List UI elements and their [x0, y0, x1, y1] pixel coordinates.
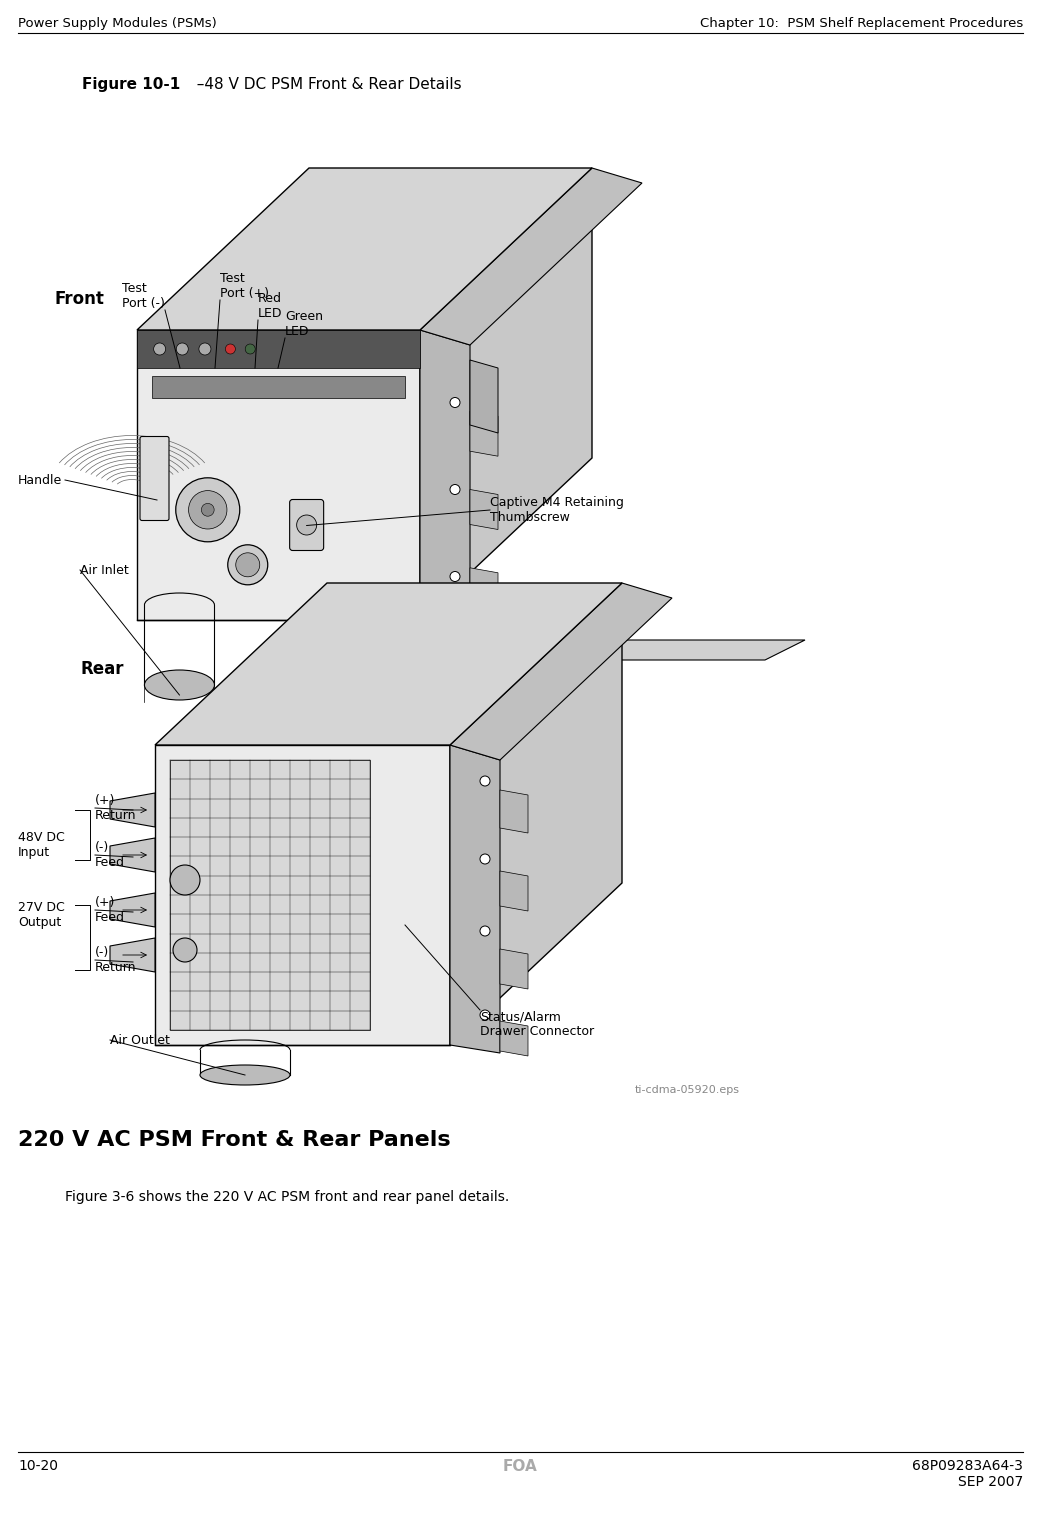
Circle shape — [188, 490, 227, 528]
Text: (+)
Return: (+) Return — [95, 794, 136, 822]
Circle shape — [235, 553, 260, 577]
Text: Air Outlet: Air Outlet — [110, 1034, 170, 1046]
Polygon shape — [450, 583, 672, 760]
Ellipse shape — [145, 670, 214, 699]
Text: 220 V AC PSM Front & Rear Panels: 220 V AC PSM Front & Rear Panels — [18, 1130, 451, 1150]
Text: FOA: FOA — [503, 1458, 537, 1474]
Polygon shape — [155, 583, 623, 745]
Polygon shape — [110, 893, 155, 927]
Ellipse shape — [200, 1064, 290, 1086]
Bar — [152, 376, 405, 399]
Circle shape — [480, 925, 490, 936]
Circle shape — [450, 571, 460, 582]
Polygon shape — [110, 793, 155, 828]
Polygon shape — [420, 168, 592, 620]
Polygon shape — [469, 490, 498, 530]
Text: Power Supply Modules (PSMs): Power Supply Modules (PSMs) — [18, 17, 217, 31]
Text: Chapter 10:  PSM Shelf Replacement Procedures: Chapter 10: PSM Shelf Replacement Proced… — [700, 17, 1023, 31]
Polygon shape — [305, 640, 805, 660]
Circle shape — [480, 1009, 490, 1020]
Polygon shape — [450, 583, 623, 1044]
Polygon shape — [137, 330, 420, 620]
Bar — [137, 330, 420, 368]
Text: Figure 10-1: Figure 10-1 — [82, 76, 180, 92]
Polygon shape — [110, 938, 155, 973]
Text: Status/Alarm
Drawer Connector: Status/Alarm Drawer Connector — [480, 1009, 594, 1038]
Text: Front: Front — [55, 290, 105, 308]
Polygon shape — [469, 411, 498, 457]
Text: 10-20: 10-20 — [18, 1458, 58, 1474]
Text: Green
LED: Green LED — [285, 310, 323, 337]
Circle shape — [176, 478, 239, 542]
Polygon shape — [500, 789, 528, 834]
Polygon shape — [420, 330, 469, 628]
Polygon shape — [500, 870, 528, 912]
Text: 27V DC
Output: 27V DC Output — [18, 901, 65, 928]
Circle shape — [173, 938, 197, 962]
Text: ti-cdma-05920.eps: ti-cdma-05920.eps — [635, 1086, 740, 1095]
Polygon shape — [420, 168, 642, 345]
Text: Air Inlet: Air Inlet — [80, 563, 129, 577]
Text: Figure 3-6 shows the 220 V AC PSM front and rear panel details.: Figure 3-6 shows the 220 V AC PSM front … — [65, 1190, 509, 1203]
Circle shape — [297, 515, 316, 534]
Circle shape — [228, 545, 268, 585]
Polygon shape — [500, 1022, 528, 1057]
Circle shape — [199, 344, 211, 354]
Polygon shape — [137, 168, 592, 330]
Text: Test
Port (+): Test Port (+) — [220, 272, 269, 299]
Circle shape — [450, 484, 460, 495]
FancyBboxPatch shape — [289, 499, 324, 551]
Text: (-)
Feed: (-) Feed — [95, 841, 125, 869]
Circle shape — [176, 344, 188, 354]
Circle shape — [480, 776, 490, 786]
Text: 68P09283A64-3: 68P09283A64-3 — [912, 1458, 1023, 1474]
Polygon shape — [155, 745, 450, 1044]
Text: Red
LED: Red LED — [258, 292, 282, 321]
Polygon shape — [110, 838, 155, 872]
Circle shape — [226, 344, 235, 354]
Text: 48V DC
Input: 48V DC Input — [18, 831, 65, 860]
Polygon shape — [469, 568, 498, 608]
Text: (+)
Feed: (+) Feed — [95, 896, 125, 924]
Text: Handle: Handle — [18, 473, 62, 487]
Text: Test
Port (-): Test Port (-) — [122, 282, 166, 310]
Text: Captive M4 Retaining
Thumbscrew: Captive M4 Retaining Thumbscrew — [490, 496, 624, 524]
Circle shape — [154, 344, 166, 354]
FancyBboxPatch shape — [139, 437, 169, 521]
Text: SEP 2007: SEP 2007 — [958, 1475, 1023, 1489]
Bar — [170, 760, 370, 1031]
Text: Rear: Rear — [80, 660, 124, 678]
Circle shape — [170, 864, 200, 895]
Polygon shape — [450, 745, 500, 1054]
Text: –48 V DC PSM Front & Rear Details: –48 V DC PSM Front & Rear Details — [187, 76, 461, 92]
Circle shape — [201, 504, 214, 516]
Circle shape — [480, 854, 490, 864]
Polygon shape — [469, 360, 498, 434]
Circle shape — [450, 397, 460, 408]
Polygon shape — [500, 948, 528, 989]
Text: (-)
Return: (-) Return — [95, 947, 136, 974]
Circle shape — [246, 344, 255, 354]
